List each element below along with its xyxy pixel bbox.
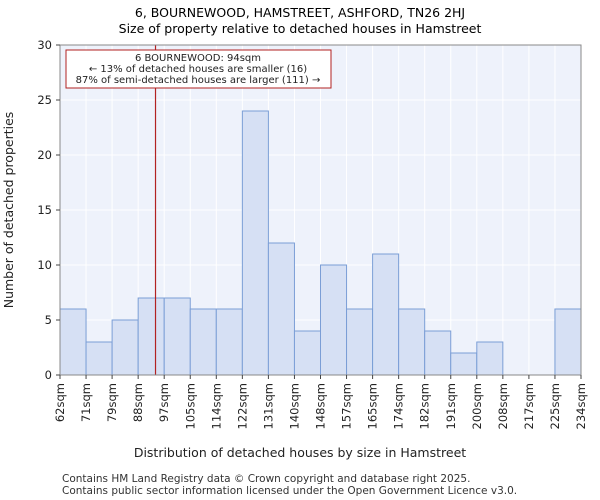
bar xyxy=(59,308,87,376)
bar xyxy=(163,297,191,376)
bar xyxy=(476,341,504,376)
x-tick-label: 191sqm xyxy=(444,383,458,429)
x-tick-label: 114sqm xyxy=(209,383,223,429)
x-tick-label: 165sqm xyxy=(366,383,380,429)
chart-title: 6, BOURNEWOOD, HAMSTREET, ASHFORD, TN26 … xyxy=(135,5,465,20)
x-tick-label: 148sqm xyxy=(314,383,328,429)
x-tick-label: 105sqm xyxy=(183,383,197,429)
bar xyxy=(293,330,322,376)
y-axis-label: Number of detached properties xyxy=(1,112,16,309)
bar xyxy=(372,253,400,376)
annotation-line-2: ← 13% of detached houses are smaller (16… xyxy=(89,64,307,75)
bar xyxy=(450,352,478,376)
bar xyxy=(241,110,269,376)
x-tick-label: 79sqm xyxy=(105,383,119,422)
x-tick-label: 234sqm xyxy=(574,383,588,429)
x-tick-label: 182sqm xyxy=(418,383,432,429)
bar xyxy=(320,264,348,376)
footer-line-2: Contains public sector information licen… xyxy=(62,485,518,497)
y-tick-label: 15 xyxy=(37,203,52,217)
x-axis-ticks: 62sqm 71sqm 79sqm 88sqm 97sqm 105sqm 114sqm 122… xyxy=(53,375,588,429)
bars xyxy=(59,110,582,376)
y-tick-label: 20 xyxy=(37,148,52,162)
bar xyxy=(85,341,113,376)
bar xyxy=(215,308,243,376)
x-tick-label: 122sqm xyxy=(235,383,249,429)
y-tick-label: 5 xyxy=(45,313,52,327)
bar xyxy=(398,308,426,376)
x-tick-label: 157sqm xyxy=(340,383,354,429)
y-tick-label: 10 xyxy=(37,258,52,272)
x-tick-label: 200sqm xyxy=(470,383,484,429)
footer-line-1: Contains HM Land Registry data © Crown c… xyxy=(62,473,471,485)
y-axis-ticks: 0 5 10 15 20 25 30 xyxy=(37,38,60,382)
y-tick-label: 0 xyxy=(45,368,52,382)
x-tick-label: 225sqm xyxy=(548,383,562,429)
chart-subtitle: Size of property relative to detached ho… xyxy=(119,21,482,36)
x-axis-label: Distribution of detached houses by size … xyxy=(134,445,466,460)
bar xyxy=(346,308,374,376)
annotation-line-1: 6 BOURNEWOOD: 94sqm xyxy=(135,53,261,64)
annotation-box: 6 BOURNEWOOD: 94sqm ← 13% of detached ho… xyxy=(65,49,332,89)
bar xyxy=(189,308,217,376)
x-tick-label: 88sqm xyxy=(131,383,145,422)
x-tick-label: 131sqm xyxy=(261,383,275,429)
x-tick-label: 208sqm xyxy=(496,383,510,429)
y-tick-label: 30 xyxy=(37,38,52,52)
x-tick-label: 62sqm xyxy=(53,383,67,422)
x-tick-label: 217sqm xyxy=(522,383,536,429)
x-tick-label: 71sqm xyxy=(79,383,93,422)
x-tick-label: 97sqm xyxy=(157,383,171,422)
bar xyxy=(137,297,165,376)
bar xyxy=(424,330,452,376)
bar xyxy=(111,319,139,376)
annotation-line-3: 87% of semi-detached houses are larger (… xyxy=(76,75,321,86)
x-tick-label: 174sqm xyxy=(392,383,406,429)
y-tick-label: 25 xyxy=(37,93,52,107)
bar xyxy=(554,308,582,376)
bar xyxy=(267,242,295,376)
x-tick-label: 140sqm xyxy=(287,383,301,429)
